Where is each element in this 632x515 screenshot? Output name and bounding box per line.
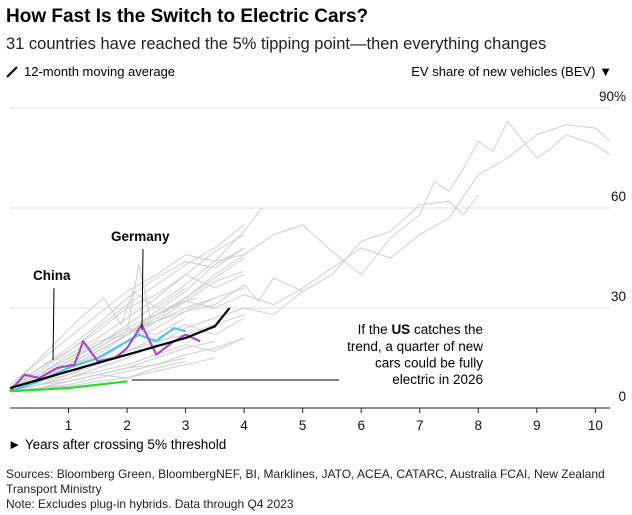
y-axis-title: EV share of new vehicles (BEV) ▼ [411,64,612,79]
note-text: Note: Excludes plug-in hybrids. Data thr… [6,497,294,511]
us-annotation-line-2: trend, a quarter of new [347,339,483,354]
y-tick-labels: 0 30 60 90% [599,89,626,404]
background-line-24 [9,194,479,392]
us-annotation-prefix: If the [358,322,392,337]
y-tick-label-60: 60 [611,189,626,204]
x-tick-label-1: 1 [65,418,73,433]
diagonal-line-icon [6,65,18,78]
x-ticks: 1 2 3 4 5 6 7 8 9 10 [65,408,603,433]
us-annotation-line-1: If the US catches the [358,322,483,337]
background-series [9,120,611,392]
chart-footer: Sources: Bloomberg Green, BloombergNEF, … [6,467,618,512]
x-tick-label-8: 8 [475,418,483,433]
y-tick-label-0: 0 [618,389,626,404]
background-line-20 [9,337,245,392]
us-annotation-line-4: electric in 2026 [392,372,483,387]
y-tick-label-30: 30 [611,289,626,304]
background-line-14 [9,357,216,392]
background-line-5 [9,254,245,386]
legend-moving-average-label: 12-month moving average [24,64,176,79]
x-axis-title: ► Years after crossing 5% threshold [8,437,227,452]
background-line-23 [9,224,245,389]
highlight-series [9,307,231,393]
sources-text: Sources: Bloomberg Green, BloombergNEF, … [6,467,605,496]
us-annotation-suffix: catches the [410,322,483,337]
chart-subtitle: 31 countries have reached the 5% tipping… [6,35,547,53]
x-tick-label-4: 4 [240,418,248,433]
x-tick-label-5: 5 [299,418,307,433]
x-tick-label-3: 3 [182,418,190,433]
series-line-us [9,380,128,393]
background-line-15 [9,287,245,389]
x-tick-label-2: 2 [123,418,131,433]
background-line-11 [9,337,245,392]
us-annotation-bold: US [391,322,410,337]
china-leader-line [52,287,55,361]
x-tick-label-9: 9 [533,418,541,433]
annotations: China Germany If the US catches the trend, … [33,229,483,387]
background-line-25 [9,247,245,389]
x-tick-label-10: 10 [588,418,603,433]
chart-title: How Fast Is the Switch to Electric Cars? [6,6,369,27]
x-tick-label-7: 7 [416,418,424,433]
x-tick-label-6: 6 [357,418,365,433]
background-line-21 [9,124,611,392]
china-label: China [33,268,71,283]
legend-moving-average: 12-month moving average [6,64,175,79]
moving-average-line [9,307,231,390]
germany-label: Germany [111,229,170,244]
us-annotation-line-3: cars could be fully [375,356,483,371]
background-line-22 [9,120,611,392]
background-line-6 [9,287,186,389]
y-tick-label-90: 90% [599,89,626,104]
germany-leader-line [141,248,144,331]
